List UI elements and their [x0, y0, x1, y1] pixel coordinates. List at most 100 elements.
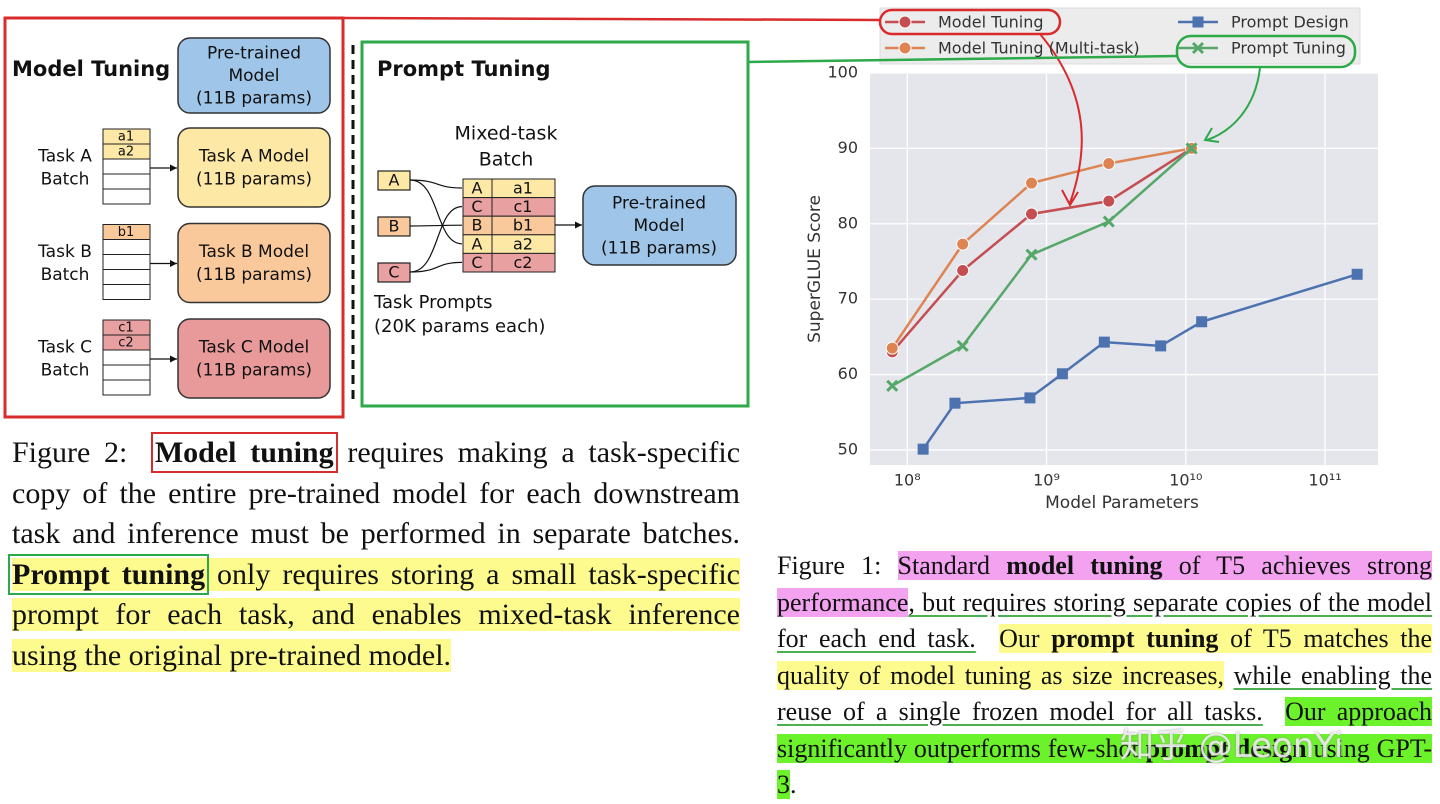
routing-line — [409, 261, 463, 273]
table-cell — [491, 252, 556, 273]
label: Model — [228, 66, 279, 86]
caption-text: while enabling the reuse of a single fro… — [777, 660, 1432, 727]
label: B — [472, 216, 483, 235]
table-cell — [102, 188, 151, 205]
table-cell — [102, 269, 151, 285]
y-tick-label: 50 — [838, 439, 858, 458]
label: c1 — [514, 197, 533, 216]
label: Batch — [41, 361, 90, 381]
point — [1025, 248, 1038, 261]
label: a1 — [513, 179, 533, 198]
label: Pre-trained — [612, 194, 706, 214]
point — [956, 339, 969, 352]
caption-text: only requires storing a small task-speci… — [12, 557, 740, 672]
label: b1 — [118, 225, 135, 240]
label: c1 — [118, 321, 133, 336]
routing-line — [409, 179, 463, 245]
model-tuning-frame — [3, 16, 345, 419]
model-box — [582, 185, 737, 266]
caption-text: Standard — [897, 551, 990, 580]
legend-marker — [898, 15, 912, 29]
caption-term: prompt tuning — [1051, 624, 1219, 653]
label: (11B params) — [196, 265, 312, 285]
caption-term: model tuning — [1006, 551, 1163, 580]
label: A — [389, 171, 400, 190]
highlight-oval — [878, 8, 1062, 36]
caption-term: Prompt tuning — [7, 553, 210, 595]
connector — [747, 54, 1178, 64]
label: (11B params) — [196, 361, 312, 381]
figure2-caption: Figure 2: Model tuning requires making a… — [7, 432, 741, 676]
label: Task B — [37, 242, 92, 262]
label: Batch — [479, 149, 534, 171]
plot — [885, 141, 1363, 455]
table-cell — [102, 173, 151, 190]
caption-term: prompt design — [1145, 733, 1307, 763]
point — [949, 397, 961, 409]
point — [886, 379, 899, 392]
label: (11B params) — [601, 239, 717, 259]
point — [1025, 207, 1039, 221]
label: a1 — [118, 130, 134, 145]
label: Batch — [41, 170, 90, 190]
label: Task B Model — [198, 242, 309, 262]
table-cell — [102, 239, 151, 255]
label: C — [471, 253, 482, 272]
point — [1102, 215, 1115, 228]
caption-text: , but requires storing separate copies o… — [777, 587, 1432, 654]
caption-text: using GPT-3 — [777, 733, 1433, 800]
x-axis-label: Model Parameters — [1045, 493, 1199, 513]
point — [1056, 368, 1068, 380]
label: Task C Model — [198, 338, 309, 358]
point — [885, 341, 899, 355]
grid — [870, 72, 1378, 465]
point — [956, 237, 970, 251]
caption-label: Figure 1: — [777, 551, 882, 580]
model-box — [177, 318, 331, 399]
label: Pre-trained — [207, 44, 301, 64]
y-tick-label: 70 — [838, 289, 858, 308]
caption-text: . — [790, 770, 797, 799]
caption-term: Model tuning — [150, 432, 338, 473]
model-box — [177, 222, 331, 304]
point — [1024, 392, 1036, 404]
legend-marker — [1191, 41, 1205, 55]
caption-text: of T5 achieves strong performance — [777, 551, 1433, 617]
caption-text: of T5 matches the quality of model tunin… — [777, 624, 1433, 690]
legend-marker — [1192, 16, 1204, 28]
x-tick-label: 10¹⁰ — [1169, 471, 1202, 490]
legend-label: Model Tuning — [938, 13, 1044, 32]
model-box — [177, 127, 331, 208]
label: C — [388, 263, 399, 282]
legend-label: Model Tuning (Multi-task) — [938, 39, 1140, 58]
figure1-caption: Figure 1: Standard model tuning of T5 ac… — [777, 548, 1433, 804]
label: A — [472, 234, 483, 253]
table-cell — [102, 349, 151, 366]
x-tick-label: 10⁹ — [1033, 471, 1060, 490]
legend-marker — [898, 41, 912, 55]
connector — [342, 16, 881, 22]
label: Task Prompts — [373, 292, 493, 313]
label: Task A Model — [198, 147, 309, 167]
label: c2 — [514, 253, 533, 272]
legend-label: Prompt Design — [1231, 13, 1349, 32]
series-line — [922, 273, 1358, 450]
legend-label: Prompt Tuning — [1231, 39, 1346, 58]
y-tick-label: 90 — [838, 138, 858, 157]
x-tick-label: 10⁸ — [894, 471, 921, 490]
arrow-head — [575, 221, 582, 229]
table-cell — [102, 158, 151, 175]
point — [1102, 156, 1116, 170]
point — [1185, 142, 1198, 155]
label: Batch — [41, 265, 90, 285]
caption-text: requires making a task-specific copy of … — [12, 436, 741, 550]
table-cell — [102, 379, 151, 396]
label: (11B params) — [196, 170, 312, 190]
y-tick-label: 80 — [838, 213, 858, 232]
y-tick-label: 100 — [827, 63, 858, 82]
routing-line — [409, 206, 463, 273]
label: (11B params) — [196, 89, 312, 109]
label: (20K params each) — [374, 316, 545, 337]
